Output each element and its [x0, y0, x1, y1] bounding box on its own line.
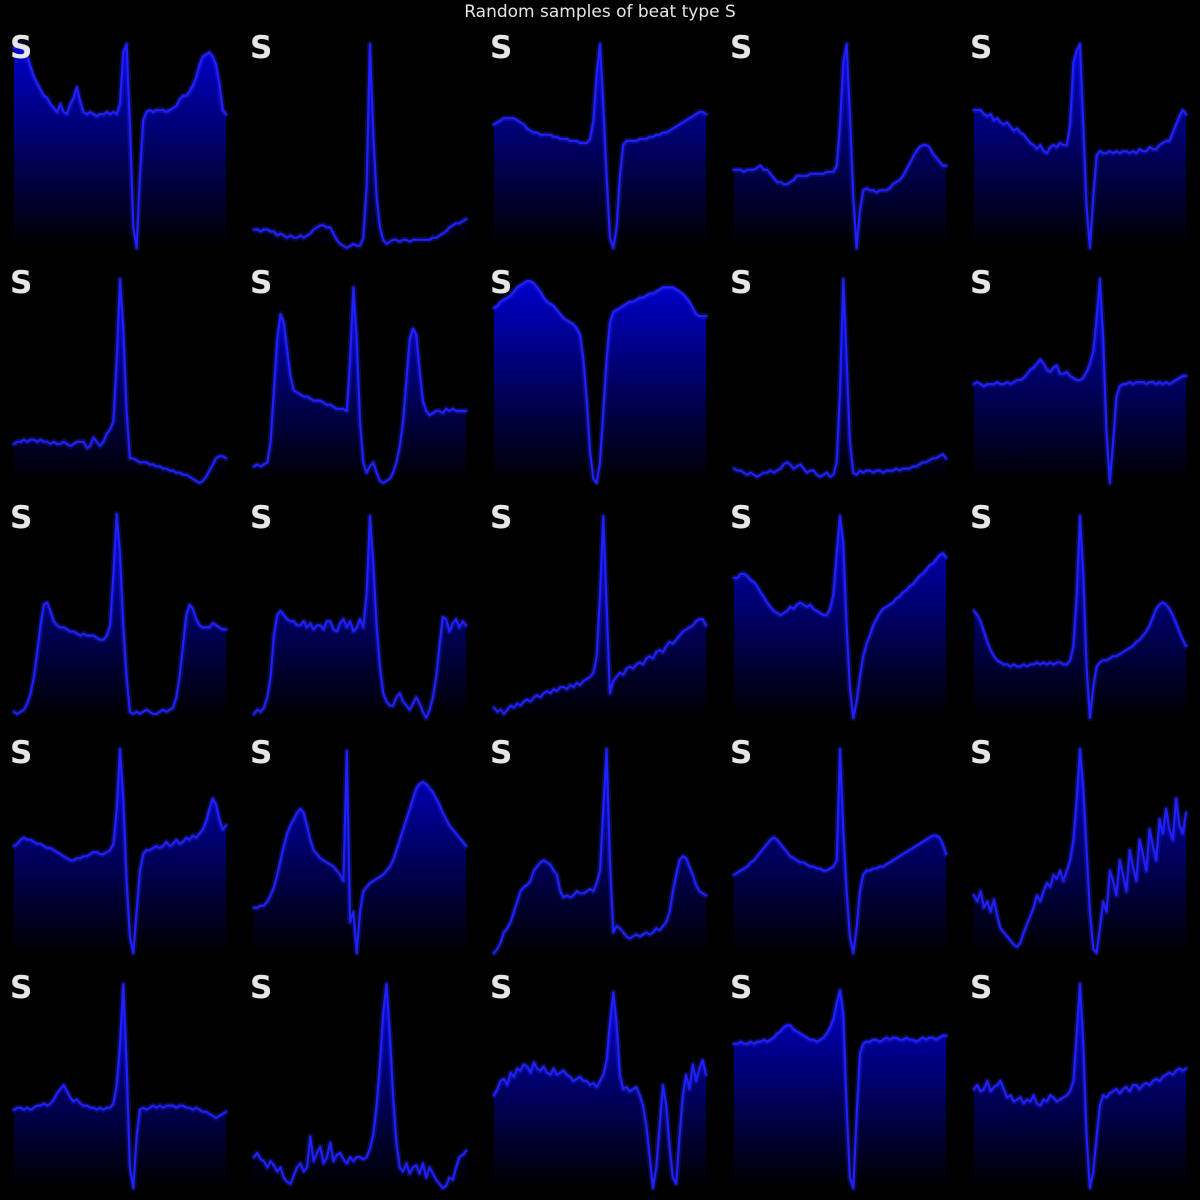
beat-trace	[252, 983, 468, 1190]
beat-panel-22: S	[250, 970, 469, 1191]
beat-area-fill	[974, 984, 1186, 1188]
beat-trace	[732, 515, 948, 720]
beat-type-label: S	[10, 30, 32, 66]
beat-area-fill	[734, 44, 946, 248]
beat-area-fill	[494, 749, 706, 953]
beat-type-label: S	[730, 735, 752, 771]
beat-panel-11: S	[10, 500, 229, 718]
beat-area-fill	[254, 287, 466, 483]
beat-type-label: S	[970, 735, 992, 771]
beat-trace	[252, 750, 468, 955]
beat-panel-18: S	[490, 735, 709, 956]
beat-panel-2: S	[250, 30, 469, 251]
beat-panel-1: S	[10, 30, 229, 251]
beat-type-label: S	[970, 30, 992, 66]
beat-trace	[972, 278, 1188, 485]
beat-trace	[12, 278, 228, 485]
beat-type-label: S	[10, 500, 32, 536]
beat-type-label: S	[490, 265, 512, 301]
beat-area-fill	[14, 749, 226, 953]
beat-type-label: S	[250, 500, 272, 536]
beat-area-fill	[14, 44, 226, 248]
beat-trace	[972, 43, 1188, 250]
beat-area-fill	[734, 516, 946, 718]
beat-type-label: S	[730, 265, 752, 301]
beat-trace	[732, 748, 948, 955]
beat-panel-7: S	[250, 265, 469, 486]
beat-panel-17: S	[250, 735, 469, 956]
beat-panel-10: S	[970, 265, 1189, 486]
beat-area-fill	[974, 749, 1186, 953]
beat-area-fill	[254, 44, 466, 248]
beat-area-fill	[494, 992, 706, 1188]
beat-trace	[492, 280, 708, 485]
beat-trace	[972, 983, 1188, 1190]
beat-panel-20: S	[970, 735, 1189, 956]
beat-area-fill	[14, 514, 226, 718]
beat-trace	[492, 43, 708, 250]
beat-area-fill	[974, 44, 1186, 248]
beat-trace	[492, 748, 708, 955]
beat-panel-12: S	[250, 500, 469, 721]
beat-panel-13: S	[490, 500, 709, 718]
beat-type-label: S	[730, 500, 752, 536]
beat-trace	[492, 991, 708, 1190]
beat-trace-glow	[251, 41, 469, 251]
beat-area-fill	[494, 516, 706, 718]
beat-type-label: S	[250, 265, 272, 301]
beat-type-label: S	[730, 30, 752, 66]
beat-area-fill	[734, 990, 946, 1188]
beat-type-label: S	[250, 970, 272, 1006]
beat-trace	[492, 515, 708, 715]
beat-panel-15: S	[970, 500, 1189, 721]
beat-trace	[732, 989, 948, 1190]
beat-panel-5: S	[970, 30, 1189, 251]
beat-type-label: S	[250, 30, 272, 66]
beat-area-fill	[14, 984, 226, 1188]
beat-trace	[12, 748, 228, 955]
beat-type-label: S	[490, 30, 512, 66]
beat-trace	[732, 278, 948, 478]
chart-title: Random samples of beat type S	[464, 2, 736, 22]
beat-type-label: S	[250, 735, 272, 771]
beat-panel-4: S	[730, 30, 949, 251]
beat-type-label: S	[10, 970, 32, 1006]
beat-panel-21: S	[10, 970, 229, 1191]
beat-area-fill	[734, 749, 946, 953]
beat-trace	[12, 513, 228, 715]
beat-trace	[252, 286, 468, 485]
beat-trace	[12, 43, 228, 250]
beat-trace	[252, 43, 468, 250]
beat-type-label: S	[970, 265, 992, 301]
beat-panel-23: S	[490, 970, 709, 1191]
beat-type-label: S	[490, 970, 512, 1006]
beat-panel-14: S	[730, 500, 949, 721]
beat-panel-3: S	[490, 30, 709, 251]
beat-panel-6: S	[10, 265, 229, 486]
beat-type-label: S	[490, 735, 512, 771]
beat-panel-24: S	[730, 970, 949, 1191]
beat-area-fill	[494, 281, 706, 483]
beat-panel-16: S	[10, 735, 229, 956]
beat-area-fill	[254, 516, 466, 718]
beat-trace	[252, 515, 468, 720]
beat-type-label: S	[490, 500, 512, 536]
beat-trace	[972, 748, 1188, 955]
beat-type-label: S	[10, 735, 32, 771]
beat-type-label: S	[970, 970, 992, 1006]
beat-trace	[12, 983, 228, 1190]
beat-type-label: S	[970, 500, 992, 536]
beat-panel-9: S	[730, 265, 949, 483]
beat-area-fill	[14, 279, 226, 483]
beat-panel-19: S	[730, 735, 949, 956]
beat-trace	[972, 515, 1188, 720]
beat-type-label: S	[730, 970, 752, 1006]
beat-area-fill	[494, 44, 706, 248]
beat-panel-8: S	[490, 265, 709, 486]
beat-trace	[732, 43, 948, 250]
beat-type-label: S	[10, 265, 32, 301]
beat-panel-25: S	[970, 970, 1189, 1191]
